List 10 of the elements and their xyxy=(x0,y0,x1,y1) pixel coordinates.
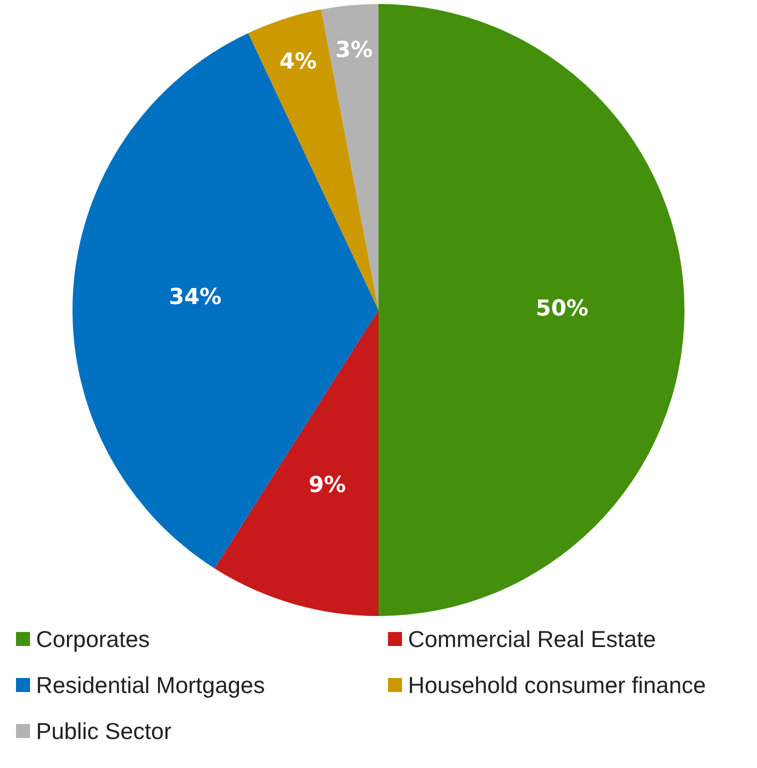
data-label: 3% xyxy=(335,38,373,63)
legend-label: Corporates xyxy=(36,626,150,652)
legend-label: Public Sector xyxy=(36,718,172,744)
data-label: 4% xyxy=(279,49,317,74)
data-label: 34% xyxy=(168,285,222,310)
legend-label: Household consumer finance xyxy=(408,672,706,698)
legend-label: Commercial Real Estate xyxy=(408,626,656,652)
legend-label: Residential Mortgages xyxy=(36,672,265,698)
data-label: 9% xyxy=(308,473,346,498)
data-label: 50% xyxy=(536,296,588,322)
